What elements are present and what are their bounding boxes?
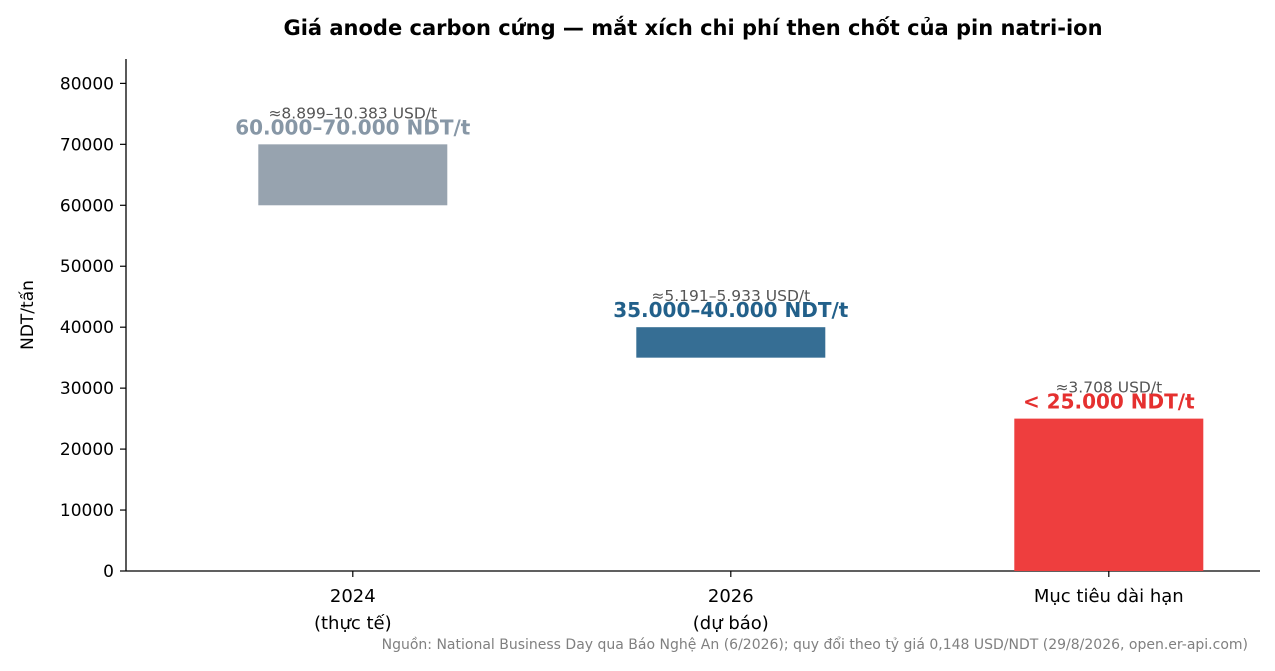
bar-1	[636, 327, 826, 358]
source-note: Nguồn: National Business Day qua Báo Ngh…	[381, 637, 1248, 653]
y-tick-label: 20000	[60, 440, 114, 460]
bar-0	[258, 144, 448, 206]
y-tick-label: 10000	[60, 501, 114, 521]
x-tick-label: 2024	[330, 586, 376, 607]
y-tick-label: 40000	[60, 318, 114, 338]
x-tick-label: Mục tiêu dài hạn	[1034, 586, 1184, 607]
data-label-ndt-2: < 25.000 NDT/t	[1023, 390, 1195, 414]
x-tick-label: 2026	[708, 586, 754, 607]
y-axis-label: NDT/tấn	[17, 280, 38, 350]
bar-2	[1014, 418, 1204, 571]
x-tick-sublabel: (thực tế)	[314, 613, 392, 634]
y-tick-label: 0	[103, 562, 114, 582]
chart-title: Giá anode carbon cứng — mắt xích chi phí…	[283, 15, 1102, 40]
data-label-usd-2: ≈3.708 USD/t	[1055, 379, 1162, 397]
y-tick-label: 30000	[60, 379, 114, 399]
data-label-usd-1: ≈5.191–5.933 USD/t	[651, 287, 810, 305]
data-label-ndt-1: 35.000–40.000 NDT/t	[613, 298, 849, 322]
data-label-usd-0: ≈8.899–10.383 USD/t	[268, 104, 437, 122]
x-tick-sublabel: (dự báo)	[693, 613, 769, 634]
y-tick-label: 60000	[60, 196, 114, 216]
plot-area: 0 10000 20000 30000 40000 50000 60000 70000 8000…	[60, 59, 1260, 634]
data-label-ndt-0: 60.000–70.000 NDT/t	[235, 115, 471, 139]
y-tick-label: 80000	[60, 74, 114, 94]
y-tick-label: 50000	[60, 257, 114, 277]
y-tick-label: 70000	[60, 135, 114, 155]
